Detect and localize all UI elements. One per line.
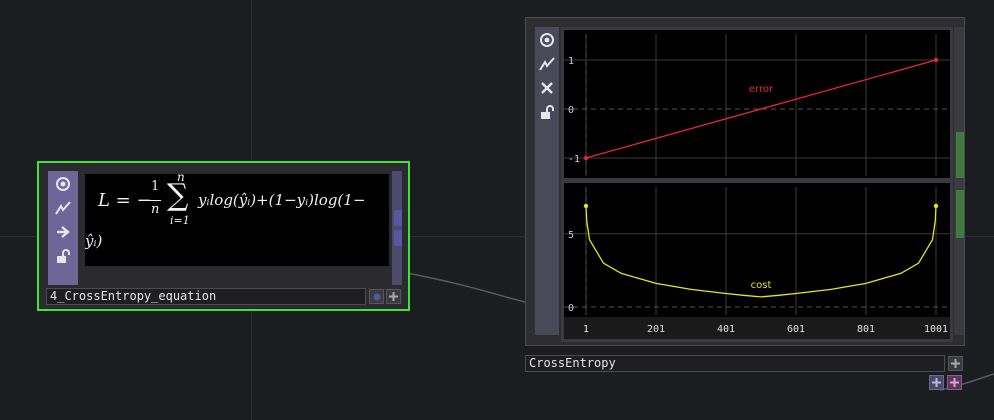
sum-sign: ∑ [167, 178, 189, 213]
viewer-icon[interactable] [535, 29, 559, 51]
arrow-icon[interactable] [48, 221, 78, 243]
fraction-numerator: 1 [151, 179, 160, 194]
node-name-field[interactable]: CrossEntropy [525, 355, 945, 372]
y-tick-label: 0 [568, 303, 574, 314]
series-label: cost [751, 280, 772, 291]
lock-icon[interactable] [535, 101, 559, 123]
series-label: error [749, 84, 774, 95]
bypass-button[interactable] [929, 375, 944, 390]
equation-wrap: ŷᵢ) [85, 232, 103, 250]
node-toolbar [535, 27, 559, 335]
graph-viewer: 1 0 -1 error 5 0 cost 1 201 401 601 801 1001 [561, 27, 953, 342]
output-connector[interactable] [956, 132, 964, 178]
node-right-bar [392, 171, 402, 285]
equation-lhs: L = − [98, 190, 152, 211]
equation-node[interactable]: L = − 1 n n ∑ i=1 yᵢlog(ŷᵢ)+(1−yᵢ)log(1−… [37, 161, 410, 311]
data-point [933, 203, 939, 209]
background-grid-line [0, 236, 994, 237]
output-connector[interactable] [956, 190, 964, 238]
cook-button[interactable] [386, 289, 401, 304]
sum-upper: n [177, 174, 185, 184]
plus-icon [950, 378, 959, 387]
cook-button[interactable] [948, 356, 963, 371]
data-point [583, 203, 589, 209]
plus-icon [932, 378, 941, 387]
dot-icon [373, 293, 380, 300]
fraction-denominator: n [151, 202, 160, 217]
node-name-field[interactable]: 4_CrossEntropy_equation [46, 288, 366, 305]
chop-node[interactable]: 1 0 -1 error 5 0 cost 1 201 401 601 801 1001 [525, 17, 965, 346]
y-tick-label: 5 [568, 230, 574, 241]
equation-body: yᵢlog(ŷᵢ)+(1−yᵢ)log(1− [198, 191, 366, 209]
data-point [933, 57, 939, 63]
x-tick-label: 201 [647, 324, 665, 335]
y-tick-label: 1 [568, 56, 574, 67]
plus-icon [389, 292, 398, 301]
flags-icon[interactable] [535, 53, 559, 75]
output-connector[interactable] [394, 210, 402, 226]
equation-viewer: L = − 1 n n ∑ i=1 yᵢlog(ŷᵢ)+(1−yᵢ)log(1−… [85, 174, 389, 266]
node-right-bar [954, 27, 964, 335]
x-axis-strip [564, 317, 950, 339]
pane-separator [564, 178, 950, 183]
series-line-error [585, 59, 937, 159]
lock-icon[interactable] [48, 245, 78, 267]
flags-icon[interactable] [48, 197, 78, 219]
node-toolbar [48, 171, 78, 285]
display-button[interactable] [947, 375, 962, 390]
viewer-icon[interactable] [48, 173, 78, 195]
series-line-cost [585, 205, 937, 298]
x-tick-label: 1 [583, 324, 589, 335]
plus-icon [951, 359, 960, 368]
fraction-bar [149, 200, 161, 201]
x-tick-label: 401 [717, 324, 735, 335]
sum-lower: i=1 [170, 214, 190, 227]
x-tick-label: 1001 [924, 324, 948, 335]
output-connector[interactable] [394, 230, 402, 246]
data-point [583, 155, 589, 161]
x-tick-label: 601 [787, 324, 805, 335]
viewer-toggle-button[interactable] [369, 289, 384, 304]
close-icon[interactable] [535, 77, 559, 99]
y-tick-label: 0 [568, 105, 574, 116]
x-tick-label: 801 [857, 324, 875, 335]
y-tick-label: -1 [568, 154, 580, 165]
